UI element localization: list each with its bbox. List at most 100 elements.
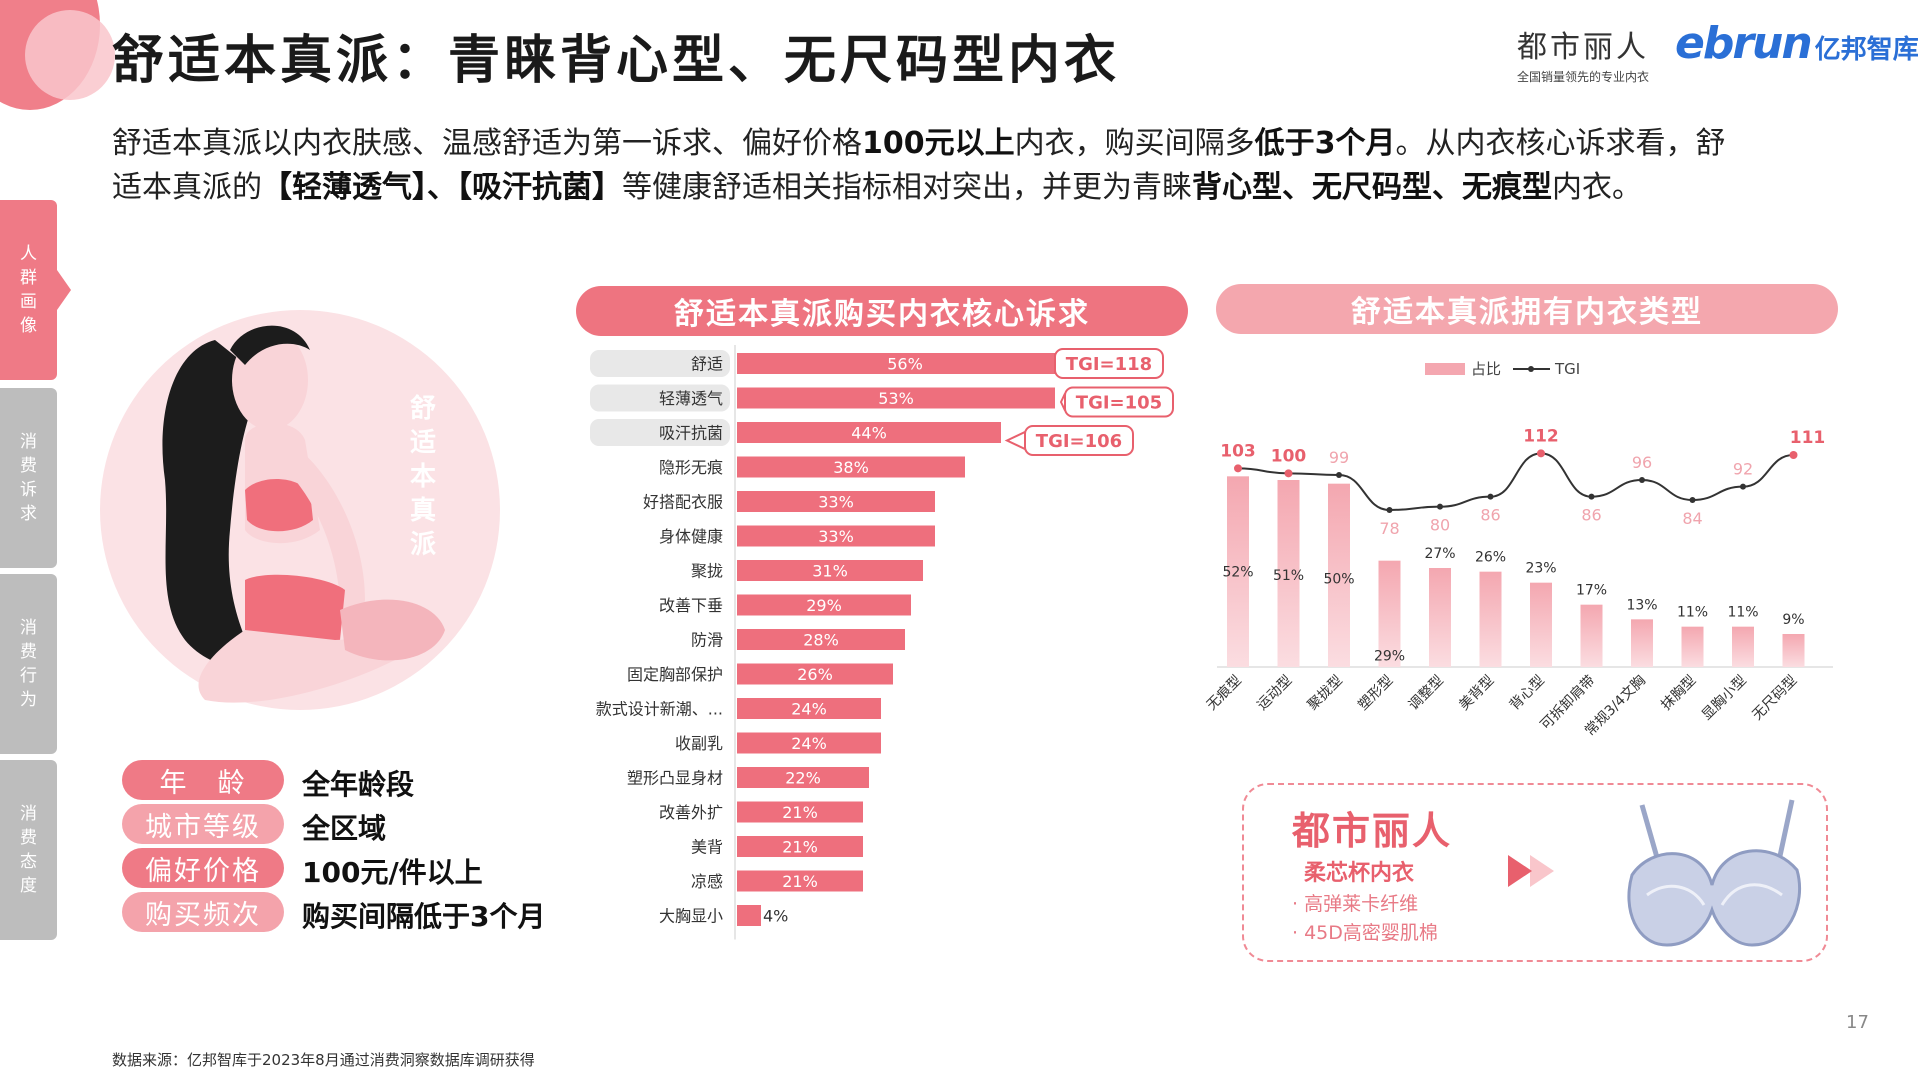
column-value-label: 27% xyxy=(1424,546,1455,562)
bar-rect xyxy=(737,732,881,754)
bar-rect xyxy=(737,353,1073,374)
column-rect xyxy=(1782,634,1805,667)
sidenav-tab-attitude[interactable]: 消费态度 xyxy=(0,760,57,940)
bar-value-label: 4% xyxy=(763,907,788,926)
sidenav-char: 人 xyxy=(20,244,37,264)
intro-text: 。从内衣核心诉求看，舒 xyxy=(1395,126,1726,161)
bar-rect xyxy=(737,663,893,685)
bar-rect xyxy=(737,905,761,926)
bar-category-label: 身体健康 xyxy=(659,527,723,546)
bar-rect xyxy=(737,767,869,788)
promo-brand: 都市丽人 xyxy=(1292,809,1453,853)
bar-rect xyxy=(737,836,863,857)
sidenav-tab-demands[interactable]: 消费诉求 xyxy=(0,388,57,568)
bar-category-label: 轻薄透气 xyxy=(659,389,723,408)
tgi-point xyxy=(1234,464,1242,473)
tgi-value-label: 112 xyxy=(1523,426,1559,446)
portrait-label-char: 派 xyxy=(409,530,436,560)
tgi-callout-box xyxy=(1054,348,1164,379)
sidenav-char: 费 xyxy=(20,456,37,476)
sidenav-char: 度 xyxy=(20,876,37,896)
column-rect xyxy=(1580,604,1603,667)
bar-value-label: 24% xyxy=(791,700,827,719)
bar-category-label: 凉感 xyxy=(691,872,723,891)
intro-text: 内衣。 xyxy=(1552,170,1642,205)
bar-value-label: 29% xyxy=(806,596,842,615)
bar-rect xyxy=(737,594,911,616)
legend-bar-label: 占比 xyxy=(1471,360,1501,378)
intro-text: 等健康舒适相关指标相对突出，并更为青睐 xyxy=(622,170,1192,205)
tgi-callout-label: TGI=105 xyxy=(1076,393,1162,414)
sidenav-char: 消 xyxy=(20,804,37,824)
tgi-point xyxy=(1789,451,1798,459)
tgi-value-label: 86 xyxy=(1581,506,1601,525)
portrait-label-char: 舒 xyxy=(409,394,436,424)
bar-rect xyxy=(737,698,881,719)
column-category-label: 无痕型 xyxy=(1205,673,1245,714)
bar-value-label: 22% xyxy=(785,769,821,788)
bar-rect xyxy=(737,801,863,823)
tgi-value-label: 100 xyxy=(1271,446,1307,466)
profile-value-city: 全区域 xyxy=(302,812,387,845)
column-category-label: 显胸小型 xyxy=(1699,673,1750,724)
page-number: 17 xyxy=(1846,1012,1869,1033)
sidenav-tab-persona[interactable]: 人群画像 xyxy=(0,200,57,380)
data-source-note: 数据来源：亿邦智库于2023年8月通过消费洞察数据库调研获得 xyxy=(112,1051,535,1069)
bar-value-label: 56% xyxy=(887,355,923,374)
column-category-label: 无尺码型 xyxy=(1749,673,1800,724)
column-category-label: 运动型 xyxy=(1254,673,1295,714)
sidenav-tab-behavior[interactable]: 消费行为 xyxy=(0,574,57,754)
tgi-point xyxy=(1487,493,1494,500)
column-value-label: 17% xyxy=(1576,583,1607,599)
sidenav-char: 费 xyxy=(20,828,37,848)
tgi-point xyxy=(1336,472,1342,478)
brand-ebrun-cn: 亿邦智库 xyxy=(1814,35,1919,65)
bar-category-label: 固定胸部保护 xyxy=(627,665,723,684)
column-value-label: 52% xyxy=(1222,564,1253,580)
bar-value-label: 28% xyxy=(803,631,839,650)
tgi-point xyxy=(1588,493,1595,500)
tgi-value-label: 92 xyxy=(1733,460,1753,479)
intro-text: 舒适本真派以内衣肤感、温感舒适为第一诉求、偏好价格 xyxy=(112,126,862,161)
profile-value-age: 全年龄段 xyxy=(302,768,415,801)
bar-category-label: 改善下垂 xyxy=(659,596,723,615)
sidenav-char: 求 xyxy=(20,504,37,524)
category-highlight xyxy=(590,350,730,377)
column-category-label: 塑形型 xyxy=(1355,673,1396,714)
bar-category-label: 美背 xyxy=(691,838,723,857)
column-value-label: 50% xyxy=(1323,572,1354,588)
tgi-callout-label: TGI=106 xyxy=(1036,431,1122,452)
column-value-label: 11% xyxy=(1677,605,1708,621)
intro-bold: 背心型、无尺码型、无痕型 xyxy=(1192,170,1552,205)
sidenav-char: 群 xyxy=(20,268,37,288)
bar-rect xyxy=(737,870,863,892)
bar-value-label: 33% xyxy=(818,493,854,512)
tgi-value-label: 99 xyxy=(1329,448,1349,467)
sidenav-char: 费 xyxy=(20,642,37,662)
column-rect xyxy=(1429,568,1451,667)
tgi-callout-pointer xyxy=(1004,430,1026,451)
sidenav-char: 消 xyxy=(20,432,37,452)
column-rect xyxy=(1378,560,1401,667)
column-rect xyxy=(1479,571,1502,667)
category-highlight xyxy=(590,384,730,412)
bar-category-label: 塑形凸显身材 xyxy=(627,769,723,788)
bar-category-label: 聚拢 xyxy=(691,562,723,581)
intro-text: 适本真派的 xyxy=(112,170,262,205)
tgi-callout-box xyxy=(1064,386,1174,418)
promo-arrow-icon xyxy=(1508,855,1532,887)
legend-bar-swatch xyxy=(1425,363,1465,375)
tgi-point xyxy=(1740,483,1746,490)
column-category-label: 美背型 xyxy=(1456,673,1497,714)
profile-tag-price: 偏好价格 xyxy=(122,848,284,888)
column-value-label: 26% xyxy=(1475,550,1506,566)
bar-category-label: 收副乳 xyxy=(675,734,723,753)
tgi-line xyxy=(1237,452,1794,512)
column-rect xyxy=(1227,476,1249,667)
profile-tag-age: 年 龄 xyxy=(122,760,284,800)
bar-category-label: 大胸显小 xyxy=(659,907,723,926)
tgi-callout-box xyxy=(1024,425,1134,456)
promo-feature: · 高弹莱卡纤维 xyxy=(1292,893,1419,915)
bar-value-label: 21% xyxy=(782,803,818,822)
page-title: 舒适本真派：青睐背心型、无尺码型内衣 xyxy=(112,31,1121,91)
